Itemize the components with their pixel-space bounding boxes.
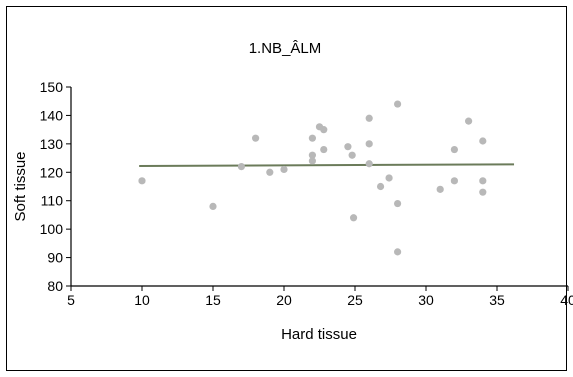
- data-point: [394, 248, 402, 256]
- data-point: [209, 202, 217, 210]
- data-point: [280, 165, 288, 174]
- data-point: [479, 137, 487, 145]
- chart-title: 1.NB_ÂLM: [249, 40, 322, 57]
- data-points: [138, 100, 487, 256]
- x-tick-label: 15: [205, 292, 221, 308]
- y-tick-label: 120: [40, 164, 64, 180]
- data-point: [465, 117, 473, 125]
- data-point: [376, 182, 385, 191]
- x-tick-label: 30: [418, 292, 434, 308]
- trend-line: [139, 163, 515, 168]
- data-point: [385, 174, 393, 182]
- data-point: [365, 140, 373, 148]
- data-point: [394, 100, 402, 108]
- y-axis-ticks: 80 90 100 110 120 130 140 150: [40, 79, 71, 294]
- x-tick-label: 25: [347, 292, 363, 308]
- y-tick-label: 130: [40, 136, 64, 152]
- chart-frame: [6, 6, 567, 371]
- data-point: [308, 134, 316, 142]
- data-point: [479, 177, 487, 185]
- data-point: [252, 134, 260, 142]
- y-tick-label: 100: [40, 221, 64, 237]
- x-tick-label: 40: [560, 292, 573, 308]
- axes: [70, 87, 568, 287]
- x-tick-label: 35: [489, 292, 505, 308]
- data-point: [344, 143, 352, 151]
- data-point: [308, 151, 316, 159]
- y-tick-label: 80: [47, 278, 63, 294]
- x-tick-label: 20: [276, 292, 292, 308]
- y-tick-label: 110: [41, 193, 64, 209]
- data-point: [365, 160, 373, 168]
- data-point: [365, 114, 373, 122]
- data-point: [349, 214, 358, 222]
- data-point: [479, 188, 487, 196]
- data-point: [394, 199, 402, 208]
- y-tick-label: 140: [40, 107, 64, 123]
- data-point: [436, 185, 444, 193]
- data-point: [348, 151, 356, 159]
- x-axis-label: Hard tissue: [281, 326, 357, 343]
- y-axis-label: Soft tissue: [12, 151, 29, 221]
- data-point: [320, 126, 328, 134]
- y-tick-label: 90: [47, 250, 63, 266]
- data-point: [320, 145, 328, 154]
- x-tick-label: 5: [67, 292, 75, 308]
- y-tick-label: 150: [40, 79, 64, 95]
- data-point: [138, 177, 146, 185]
- x-tick-label: 10: [134, 292, 150, 308]
- x-axis-ticks: 5 10 15 20 25 30 35 40: [67, 286, 573, 308]
- data-point: [308, 157, 316, 165]
- data-point: [266, 168, 274, 176]
- data-point: [450, 177, 458, 185]
- data-point: [450, 145, 458, 154]
- data-point: [237, 163, 245, 171]
